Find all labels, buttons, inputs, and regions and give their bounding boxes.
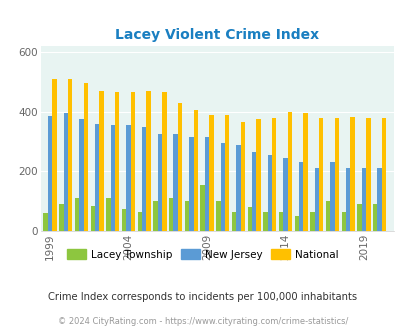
Bar [173,134,177,231]
Bar [262,212,267,231]
Bar [193,110,197,231]
Bar [231,212,236,231]
Bar [341,212,345,231]
Legend: Lacey Township, New Jersey, National: Lacey Township, New Jersey, National [63,245,342,264]
Bar [309,212,314,231]
Bar [271,118,276,231]
Bar [283,158,287,231]
Bar [215,201,220,231]
Bar [184,201,189,231]
Bar [204,137,209,231]
Bar [200,185,204,231]
Bar [356,204,361,231]
Bar [381,118,385,231]
Bar [63,113,68,231]
Bar [177,103,182,231]
Bar [122,209,126,231]
Bar [330,162,334,231]
Bar [95,124,99,231]
Bar [303,113,307,231]
Bar [287,112,291,231]
Text: © 2024 CityRating.com - https://www.cityrating.com/crime-statistics/: © 2024 CityRating.com - https://www.city… [58,317,347,326]
Bar [318,118,323,231]
Bar [334,118,338,231]
Bar [75,198,79,231]
Bar [59,204,63,231]
Bar [115,92,119,231]
Bar [325,201,330,231]
Bar [247,207,251,231]
Text: Crime Index corresponds to incidents per 100,000 inhabitants: Crime Index corresponds to incidents per… [48,292,357,302]
Bar [153,201,157,231]
Bar [209,115,213,231]
Bar [294,216,298,231]
Bar [137,212,142,231]
Bar [251,152,256,231]
Bar [168,198,173,231]
Bar [130,92,135,231]
Bar [90,206,95,231]
Bar [157,134,162,231]
Bar [99,91,103,231]
Bar [298,162,303,231]
Bar [240,122,244,231]
Bar [146,91,150,231]
Bar [350,117,354,231]
Bar [372,204,377,231]
Bar [256,119,260,231]
Bar [365,118,370,231]
Bar [314,168,318,231]
Bar [142,127,146,231]
Bar [48,116,52,231]
Bar [224,115,229,231]
Bar [361,168,365,231]
Bar [52,79,56,231]
Bar [68,79,72,231]
Bar [267,155,271,231]
Bar [83,83,88,231]
Bar [189,137,193,231]
Title: Lacey Violent Crime Index: Lacey Violent Crime Index [115,28,318,42]
Bar [236,145,240,231]
Bar [126,125,130,231]
Bar [220,143,224,231]
Bar [377,168,381,231]
Bar [345,168,350,231]
Bar [278,212,283,231]
Bar [79,119,83,231]
Bar [162,92,166,231]
Bar [106,198,110,231]
Bar [43,213,48,231]
Bar [110,125,115,231]
